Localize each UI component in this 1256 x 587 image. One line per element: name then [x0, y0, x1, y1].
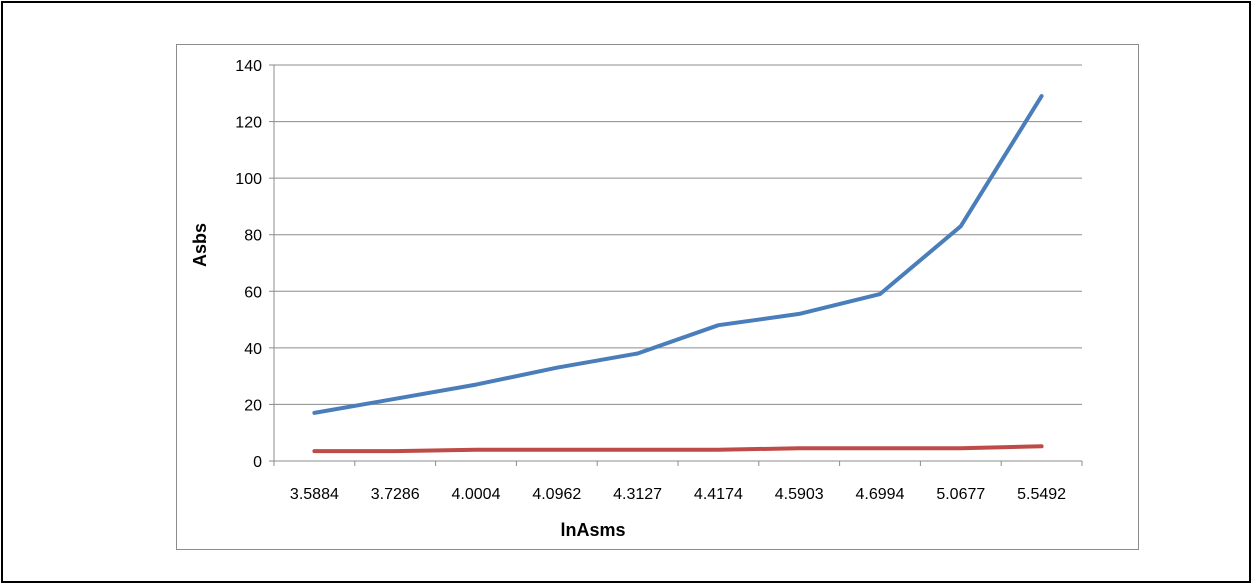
line-chart: 0 20 40 60 80 100 120 140 3.5884 3.7286 4.0004 4.0…	[190, 58, 1083, 540]
y-tick-label: 140	[235, 58, 262, 75]
x-tick-label: 4.3127	[613, 486, 662, 503]
x-tick-label: 4.5903	[775, 486, 824, 503]
x-tick-label: 4.0004	[452, 486, 501, 503]
x-tick-label: 5.0677	[936, 486, 985, 503]
x-tick-labels: 3.5884 3.7286 4.0004 4.0962 4.3127 4.4174 4.59…	[290, 486, 1066, 503]
y-tick-label: 0	[253, 454, 262, 471]
x-axis-title: lnAsms	[560, 520, 625, 540]
x-tick-label: 3.7286	[371, 486, 420, 503]
series-line-1	[312, 94, 1044, 415]
x-tick-label: 3.5884	[290, 486, 339, 503]
x-tick-label: 4.4174	[694, 486, 743, 503]
gridlines	[274, 64, 1082, 405]
series-lines	[312, 94, 1044, 454]
y-tick-label: 40	[244, 341, 262, 358]
x-tick-label: 4.6994	[856, 486, 905, 503]
y-tick-label: 120	[235, 115, 262, 132]
y-tick-label: 20	[244, 397, 262, 414]
y-axis-title: Asbs	[190, 223, 210, 267]
y-tick-label: 80	[244, 228, 262, 245]
x-tick-label: 5.5492	[1017, 486, 1066, 503]
y-tick-label: 60	[244, 284, 262, 301]
y-tick-labels: 0 20 40 60 80 100 120 140	[235, 58, 262, 471]
chart-area: 0 20 40 60 80 100 120 140 3.5884 3.7286 4.0004 4.0…	[176, 44, 1139, 550]
axes	[269, 64, 1083, 466]
y-tick-label: 100	[235, 171, 262, 188]
series-line-2	[312, 444, 1044, 454]
x-tick-label: 4.0962	[532, 486, 581, 503]
